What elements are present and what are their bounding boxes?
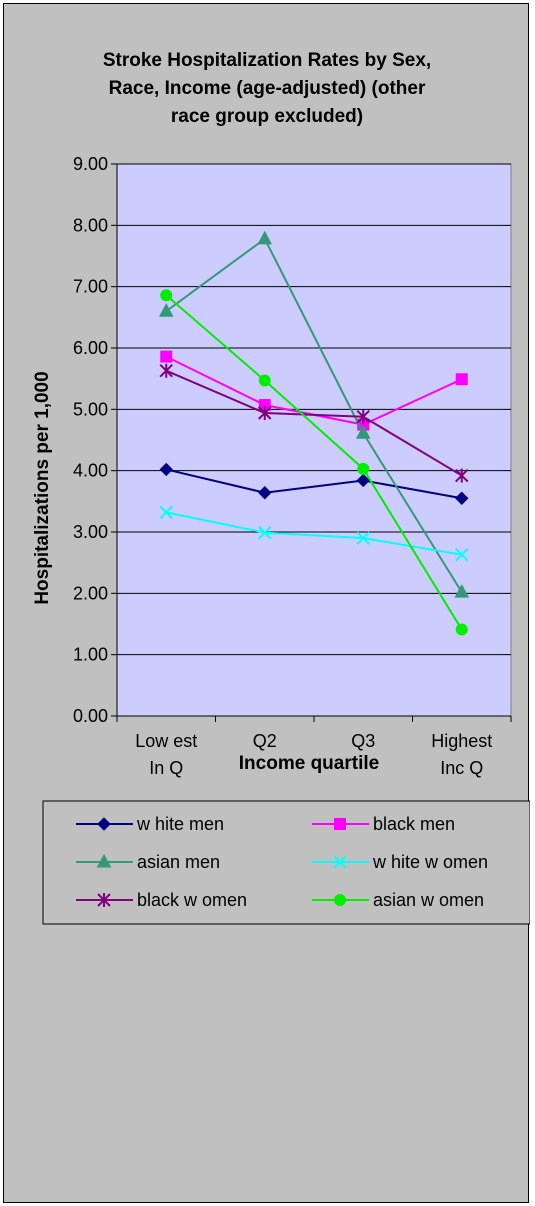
data-point-whitemen-3 <box>455 491 469 505</box>
data-point-asianwomen-2 <box>357 462 370 475</box>
series-line-asianwomen <box>165 294 463 631</box>
legend-label-blackwomen: black w omen <box>137 890 247 910</box>
x-tick-label-0-1: In Q <box>149 758 183 778</box>
x-axis-title: Income quartile <box>239 753 379 774</box>
series-blackwomen <box>159 363 469 483</box>
x-tick-label-1: Q2 <box>253 731 277 751</box>
x-tick-label-2: Q3 <box>351 731 375 751</box>
gridlines <box>117 163 511 656</box>
plot-background <box>116 163 512 717</box>
legend-label-asianwomen: asian w omen <box>373 890 484 910</box>
legend-item-whitemen: w hite men <box>76 814 224 834</box>
legend-marker-whitemen <box>97 817 111 831</box>
series-asianmen <box>158 230 470 598</box>
y-tick-label-7: 7.00 <box>73 277 108 297</box>
data-point-asianmen-3 <box>454 584 470 598</box>
series-whitewomen <box>159 505 469 562</box>
legend-item-asianwomen: asian w omen <box>312 890 484 910</box>
y-tick-label-3: 3.00 <box>73 522 108 542</box>
y-tick-label-1: 1.00 <box>73 645 108 665</box>
data-point-whitewomen-3 <box>455 547 469 562</box>
legend-marker-blackmen <box>334 818 346 830</box>
legend-label-whitewomen: w hite w omen <box>372 852 488 872</box>
y-tick-label-2: 2.00 <box>73 583 108 603</box>
data-point-blackwomen-2 <box>356 409 370 424</box>
legend-item-asianmen: asian men <box>76 852 220 872</box>
series-layer <box>158 230 470 636</box>
y-axis-title: Hospitalizations per 1,000 <box>32 371 53 604</box>
data-point-whitewomen-1 <box>258 525 272 540</box>
data-point-blackmen-0 <box>160 350 173 363</box>
data-point-whitewomen-2 <box>356 531 370 545</box>
x-tick-label-3-0: Highest <box>431 731 492 751</box>
data-point-asianwomen-3 <box>455 623 468 636</box>
legend-label-asianmen: asian men <box>137 852 220 872</box>
legend: w hite men black men asian men w hite w ome… <box>76 814 488 910</box>
legend-box <box>42 800 530 925</box>
data-point-asianmen-2 <box>355 425 371 439</box>
chart-area: Stroke Hospitalization Rates by Sex, Rac… <box>3 3 530 1203</box>
data-point-asianmen-1 <box>257 230 273 245</box>
legend-marker-asianwomen <box>334 894 346 906</box>
x-tick-label-3-1: Inc Q <box>440 758 483 778</box>
y-tick-label-0: 0.00 <box>73 706 108 726</box>
legend-item-blackmen: black men <box>312 814 455 834</box>
series-line-blackwomen <box>165 369 463 477</box>
y-tick-label-4: 4.00 <box>73 461 108 481</box>
series-whitemen <box>159 462 469 505</box>
series-line-asianmen <box>165 237 463 593</box>
y-tick-label-9: 9.00 <box>73 154 108 174</box>
data-point-whitemen-2 <box>356 473 370 488</box>
legend-item-whitewomen: w hite w omen <box>312 852 488 872</box>
data-point-blackwomen-1 <box>258 406 272 421</box>
legend-label-whitemen: w hite men <box>136 814 224 834</box>
legend-marker-blackwomen <box>97 893 111 907</box>
legend-label-blackmen: black men <box>373 814 455 834</box>
chart-svg: Stroke Hospitalization Rates by Sex, Rac… <box>32 50 530 925</box>
legend-item-blackwomen: black w omen <box>76 890 247 910</box>
data-point-blackwomen-0 <box>159 363 173 378</box>
chart-title-line-3: race group excluded) <box>171 106 363 127</box>
data-point-asianwomen-1 <box>258 374 271 387</box>
data-point-whitewomen-0 <box>159 505 173 520</box>
legend-marker-whitewomen <box>333 855 347 869</box>
chart-title-line-1: Stroke Hospitalization Rates by Sex, <box>103 50 431 71</box>
series-asianwomen <box>160 289 468 636</box>
axes: 0.00 1.00 2.00 3.00 4.00 5.00 6.00 7.00 8.00 9.00… <box>73 154 512 778</box>
chart-title: Stroke Hospitalization Rates by Sex, Rac… <box>103 50 431 127</box>
legend-marker-asianmen <box>96 853 112 868</box>
y-tick-label-8: 8.00 <box>73 215 108 235</box>
y-tick-label-6: 6.00 <box>73 338 108 358</box>
data-point-asianwomen-0 <box>160 289 173 302</box>
series-line-whitewomen <box>166 511 462 556</box>
data-point-blackmen-3 <box>455 373 468 386</box>
series-line-whitemen <box>166 468 462 500</box>
x-tick-label-0-0: Low est <box>135 731 197 751</box>
chart-title-line-2: Race, Income (age-adjusted) (other <box>109 78 426 99</box>
y-tick-label-5: 5.00 <box>73 399 108 419</box>
data-point-whitemen-0 <box>159 462 173 477</box>
data-point-blackwomen-3 <box>455 468 469 483</box>
data-point-whitemen-1 <box>258 486 272 500</box>
data-point-asianmen-0 <box>158 303 174 317</box>
